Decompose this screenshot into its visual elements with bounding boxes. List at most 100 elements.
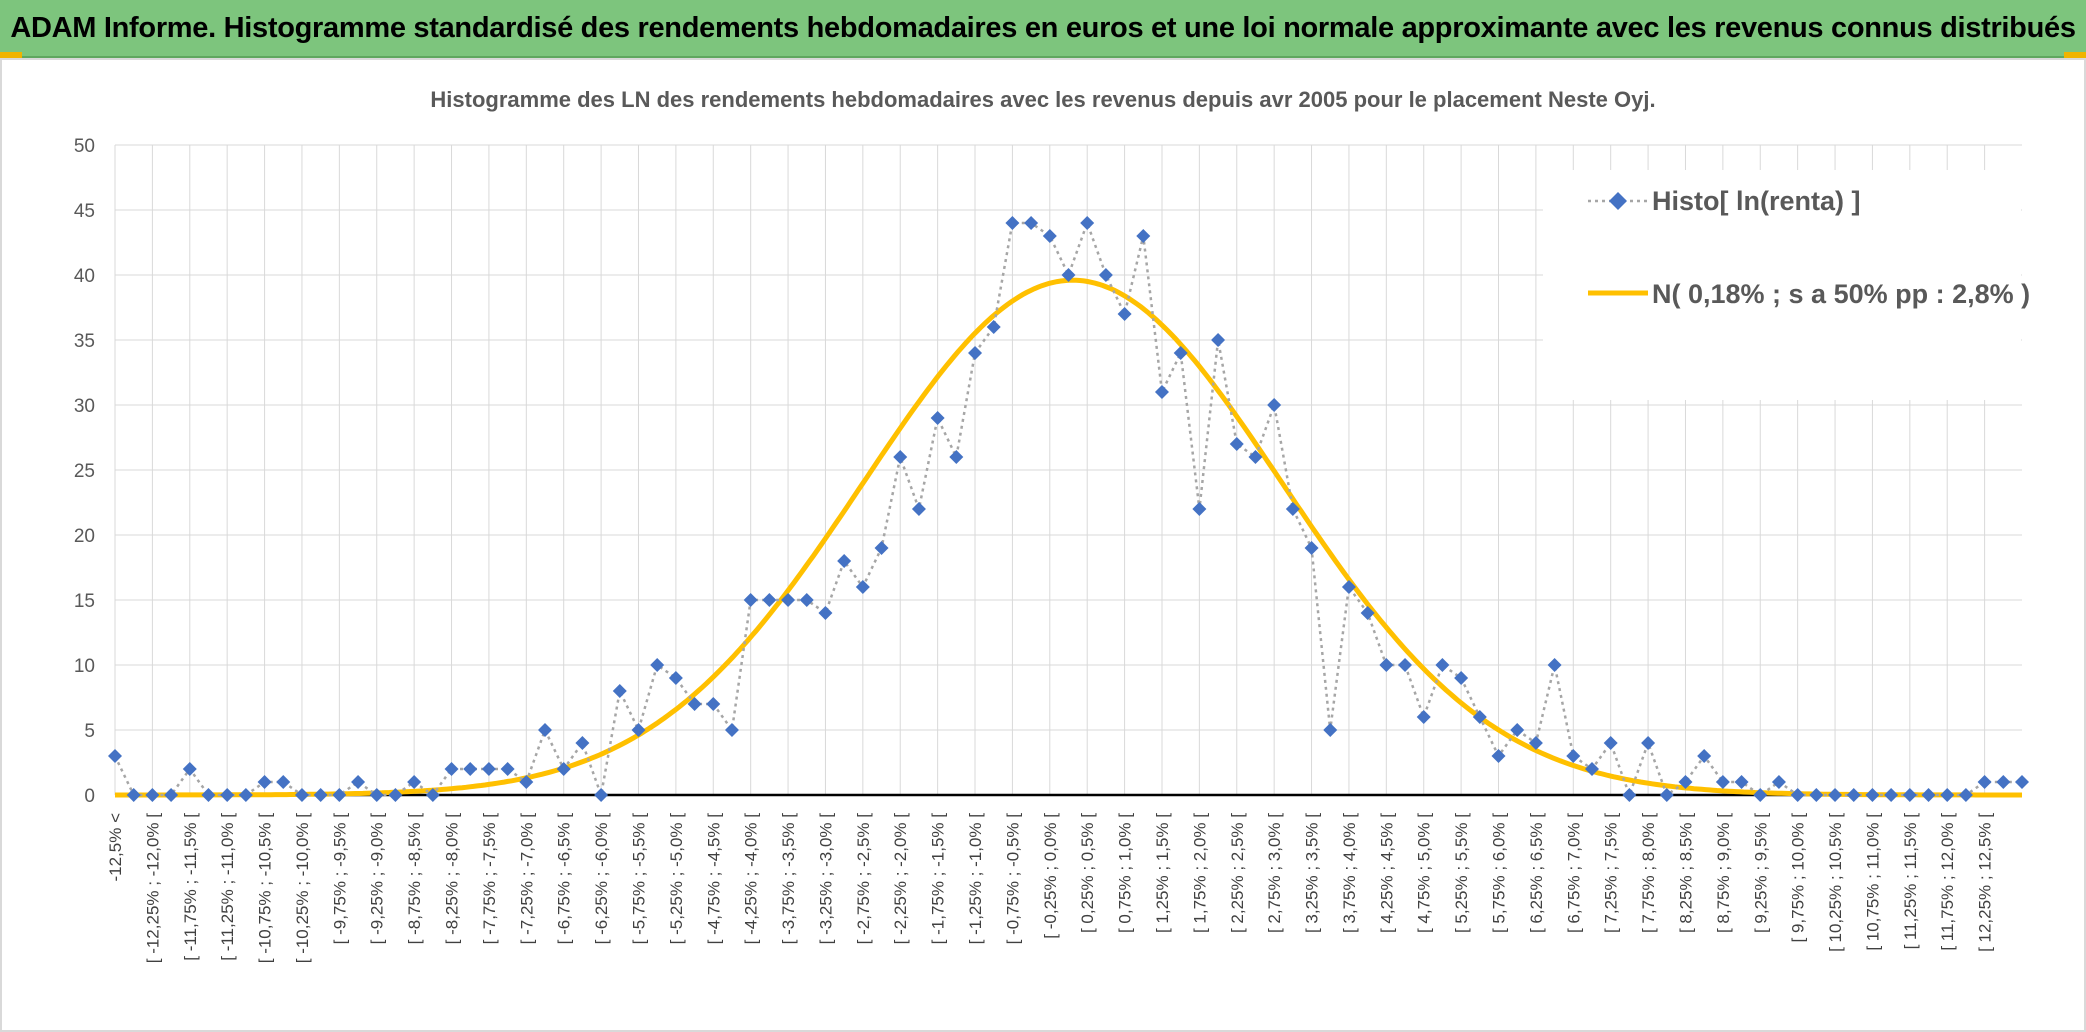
data-point-marker — [1229, 437, 1244, 451]
data-point-marker — [1715, 775, 1730, 789]
corner-accent-right — [2064, 52, 2086, 58]
x-tick-label: [ 10,75% ; 11,0% [ — [1863, 813, 1882, 951]
data-point-marker — [313, 788, 328, 802]
x-tick-label: [ 11,25% ; 11,5% [ — [1901, 813, 1920, 950]
data-point-marker — [444, 762, 459, 776]
data-point-marker — [1061, 268, 1076, 282]
legend-histo-marker — [1609, 192, 1627, 210]
y-tick-label: 20 — [74, 526, 95, 547]
data-point-marker — [1940, 788, 1955, 802]
y-axis-ticks: 0 5 10 15 20 25 30 35 40 45 50 — [74, 136, 95, 807]
x-tick-label: [ -11,75% ; -11,5% [ — [181, 813, 200, 961]
data-point-marker — [1173, 346, 1188, 360]
data-point-marker — [332, 788, 347, 802]
x-tick-label: [ -10,75% ; -10,5% [ — [256, 813, 275, 964]
x-tick-label: [ 6,75% ; 7,0% [ — [1564, 813, 1583, 933]
x-tick-label: [ -8,75% ; -8,5% [ — [405, 813, 424, 945]
histogram-markers — [108, 216, 2029, 802]
x-tick-label: [ 9,75% ; 10,0% [ — [1789, 813, 1808, 943]
data-point-marker — [631, 723, 646, 737]
x-tick-label: [ -11,25% ; -11,0% [ — [218, 813, 237, 961]
legend: Histo[ ln(renta) ] N( 0,18% ; s a 50% pp… — [1543, 170, 2030, 400]
x-tick-label: [ -7,25% ; -7,0% [ — [517, 813, 536, 945]
data-point-marker — [1454, 671, 1469, 685]
x-tick-label: [ -3,25% ; -3,0% [ — [816, 813, 835, 945]
x-tick-label: [ 4,75% ; 5,0% [ — [1415, 813, 1434, 933]
data-point-marker — [1921, 788, 1936, 802]
x-tick-label: [ 8,75% ; 9,0% [ — [1714, 813, 1733, 933]
data-point-marker — [1790, 788, 1805, 802]
data-point-marker — [1042, 229, 1057, 243]
data-point-marker — [1323, 723, 1338, 737]
data-point-marker — [743, 593, 758, 607]
data-point-marker — [1398, 658, 1413, 672]
data-point-marker — [1809, 788, 1824, 802]
data-point-marker — [182, 762, 197, 776]
data-point-marker — [911, 502, 926, 516]
data-point-marker — [1753, 788, 1768, 802]
x-tick-label: [ -9,75% ; -9,5% [ — [330, 813, 349, 945]
data-point-marker — [1603, 736, 1618, 750]
data-point-marker — [930, 411, 945, 425]
data-point-marker — [1566, 749, 1581, 763]
data-point-marker — [706, 697, 721, 711]
data-point-marker — [1884, 788, 1899, 802]
data-point-marker — [1846, 788, 1861, 802]
y-tick-label: 0 — [84, 786, 95, 807]
data-point-marker — [762, 593, 777, 607]
data-point-marker — [556, 762, 571, 776]
chart-title: Histogramme des LN des rendements hebdom… — [430, 87, 1655, 112]
x-tick-label: [ 0,75% ; 1,0% [ — [1116, 813, 1135, 933]
data-point-marker — [1902, 788, 1917, 802]
data-point-marker — [1285, 502, 1300, 516]
chart-frame — [0, 58, 2086, 1032]
data-point-marker — [949, 450, 964, 464]
data-point-marker — [1491, 749, 1506, 763]
data-point-marker — [1865, 788, 1880, 802]
data-point-marker — [1117, 307, 1132, 321]
data-point-marker — [1080, 216, 1095, 230]
x-tick-label: [ 5,25% ; 5,5% [ — [1452, 813, 1471, 933]
x-tick-label: [ -6,25% ; -6,0% [ — [592, 813, 611, 945]
data-point-marker — [650, 658, 665, 672]
data-point-marker — [855, 580, 870, 594]
x-axis-ticks: -12,5% < [ -12,25% ; -12,0% [[ -11,75% ; … — [106, 813, 1995, 964]
data-point-marker — [126, 788, 141, 802]
data-point-marker — [1547, 658, 1562, 672]
x-tick-label: [ 9,25% ; 9,5% [ — [1751, 813, 1770, 933]
data-point-marker — [1659, 788, 1674, 802]
corner-accent-left — [0, 52, 22, 58]
y-tick-label: 15 — [74, 591, 95, 612]
x-tick-label: [ 4,25% ; 4,5% [ — [1377, 813, 1396, 933]
x-tick-label: [ -12,25% ; -12,0% [ — [143, 813, 162, 964]
y-tick-label: 45 — [74, 201, 95, 222]
data-point-marker — [668, 671, 683, 685]
data-point-marker — [1341, 580, 1356, 594]
x-tick-label: [ 10,25% ; 10,5% [ — [1826, 813, 1845, 952]
data-point-marker — [1267, 398, 1282, 412]
x-tick-label: [ 1,25% ; 1,5% [ — [1153, 813, 1172, 933]
data-point-marker — [1211, 333, 1226, 347]
x-tick-label: [ -5,75% ; -5,5% [ — [629, 813, 648, 945]
data-point-marker — [1771, 775, 1786, 789]
data-point-marker — [201, 788, 216, 802]
x-tick-label: [ 11,75% ; 12,0% [ — [1938, 813, 1957, 951]
data-point-marker — [612, 684, 627, 698]
data-point-marker — [1154, 385, 1169, 399]
data-point-marker — [481, 762, 496, 776]
x-tick-label: [ 8,25% ; 8,5% [ — [1676, 813, 1695, 933]
data-point-marker — [1360, 606, 1375, 620]
x-tick-label: [ 7,25% ; 7,5% [ — [1602, 813, 1621, 933]
data-point-marker — [276, 775, 291, 789]
x-tick-label: [ -0,25% ; 0,0% [ — [1041, 813, 1060, 939]
x-tick-label: [ -8,25% ; -8,0% [ — [443, 813, 462, 945]
legend-histo-label: Histo[ ln(renta) ] — [1652, 186, 1861, 216]
x-tick-label: [ 5,75% ; 6,0% [ — [1490, 813, 1509, 933]
data-point-marker — [986, 320, 1001, 334]
data-point-marker — [1622, 788, 1637, 802]
data-point-marker — [1098, 268, 1113, 282]
x-tick-label: [ -7,75% ; -7,5% [ — [480, 813, 499, 945]
data-point-marker — [837, 554, 852, 568]
x-tick-label: [ -1,75% ; -1,5% [ — [929, 813, 948, 945]
data-point-marker — [1996, 775, 2011, 789]
